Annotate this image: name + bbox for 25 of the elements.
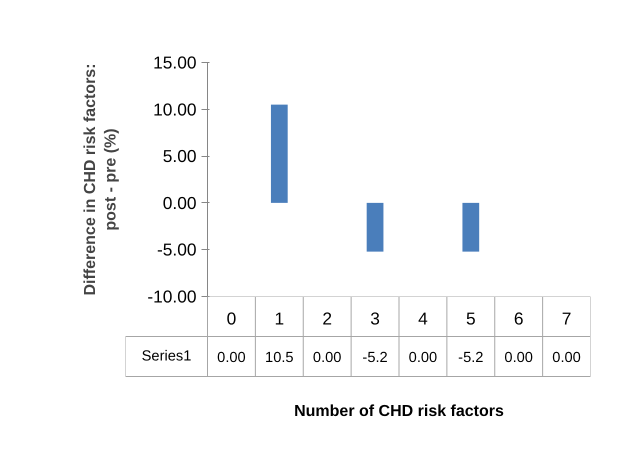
- text: Series1: [142, 348, 192, 364]
- y-axis-title: Difference in CHD risk factors: post - pre (%): [82, 63, 120, 296]
- x-tick-label: 2: [322, 308, 332, 328]
- x-axis-title: Number of CHD risk factors: [294, 403, 504, 420]
- x-tick-label: 3: [370, 308, 380, 328]
- data-label: 0.00: [504, 350, 533, 366]
- data-label: 0.00: [552, 350, 581, 366]
- y-tick-label: 10.00: [153, 99, 197, 120]
- y-tick-label: -5.00: [157, 240, 197, 260]
- y-tick-label: 0.00: [162, 192, 197, 213]
- data-label: -5.2: [362, 350, 388, 366]
- data-label: 0.00: [312, 350, 342, 366]
- y-tick-label: -10.00: [147, 286, 197, 306]
- data-label: 0.00: [217, 350, 246, 366]
- x-tick-label: 0: [226, 308, 236, 328]
- y-tick-label: 15.00: [153, 52, 197, 72]
- y-tick-label: 5.00: [162, 146, 197, 166]
- x-tick-label: 1: [274, 308, 284, 328]
- data-label: 10.5: [265, 350, 294, 366]
- x-tick-label: 5: [466, 308, 476, 328]
- data-label: 0.00: [408, 350, 438, 366]
- x-tick-label: 7: [562, 308, 572, 328]
- data-label: -5.2: [458, 350, 484, 366]
- x-tick-label: 6: [514, 308, 524, 328]
- x-tick-label: 4: [418, 308, 428, 328]
